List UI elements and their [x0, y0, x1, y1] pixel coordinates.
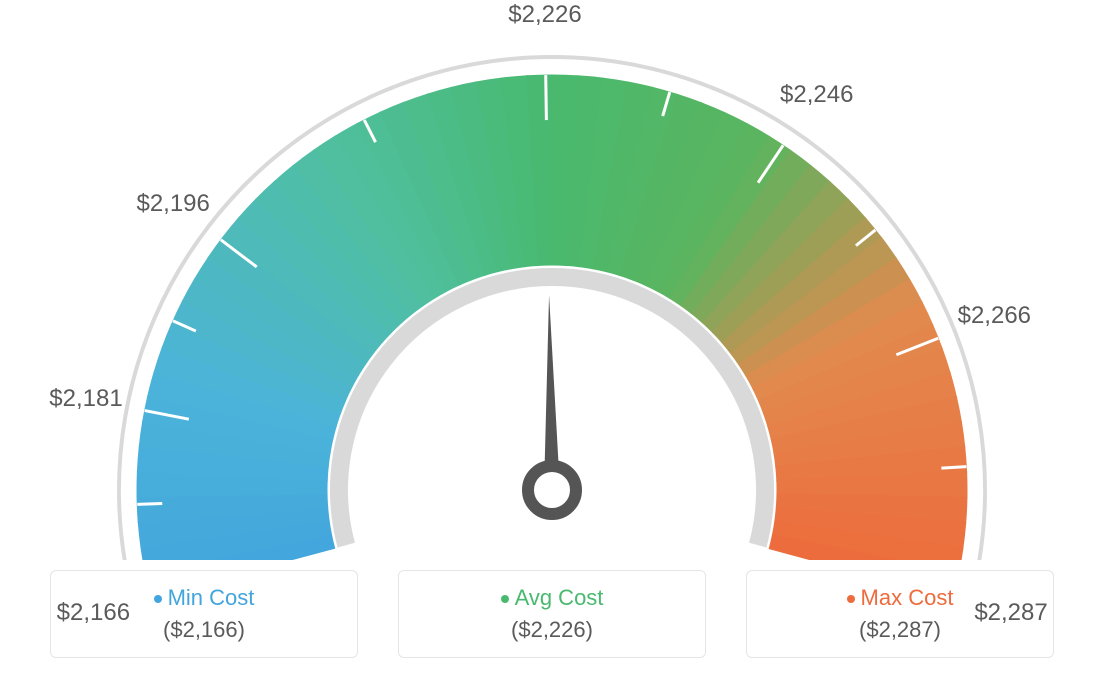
legend-row: Min Cost ($2,166) Avg Cost ($2,226) Max … [0, 570, 1104, 658]
gauge-svg [0, 0, 1104, 560]
gauge-tick-label: $2,181 [49, 385, 122, 413]
legend-label-min: Min Cost [168, 585, 255, 610]
gauge-tick-label: $2,266 [958, 302, 1031, 330]
legend-value-avg: ($2,226) [427, 617, 677, 643]
gauge-area: $2,166$2,181$2,196$2,226$2,246$2,266$2,2… [0, 0, 1104, 560]
gauge-tick-label: $2,246 [780, 81, 853, 109]
gauge-tick-label: $2,196 [136, 190, 209, 218]
bullet-icon [154, 595, 162, 603]
legend-label-max: Max Cost [861, 585, 954, 610]
legend-title-avg: Avg Cost [427, 585, 677, 611]
gauge-chart-container: { "gauge": { "type": "gauge", "min_value… [0, 0, 1104, 690]
gauge-tick-label: $2,287 [974, 599, 1047, 627]
legend-box-avg: Avg Cost ($2,226) [398, 570, 706, 658]
bullet-icon [501, 595, 509, 603]
gauge-tick-label: $2,166 [57, 599, 130, 627]
gauge-tick-label: $2,226 [508, 1, 581, 29]
legend-label-avg: Avg Cost [515, 585, 604, 610]
bullet-icon [847, 595, 855, 603]
